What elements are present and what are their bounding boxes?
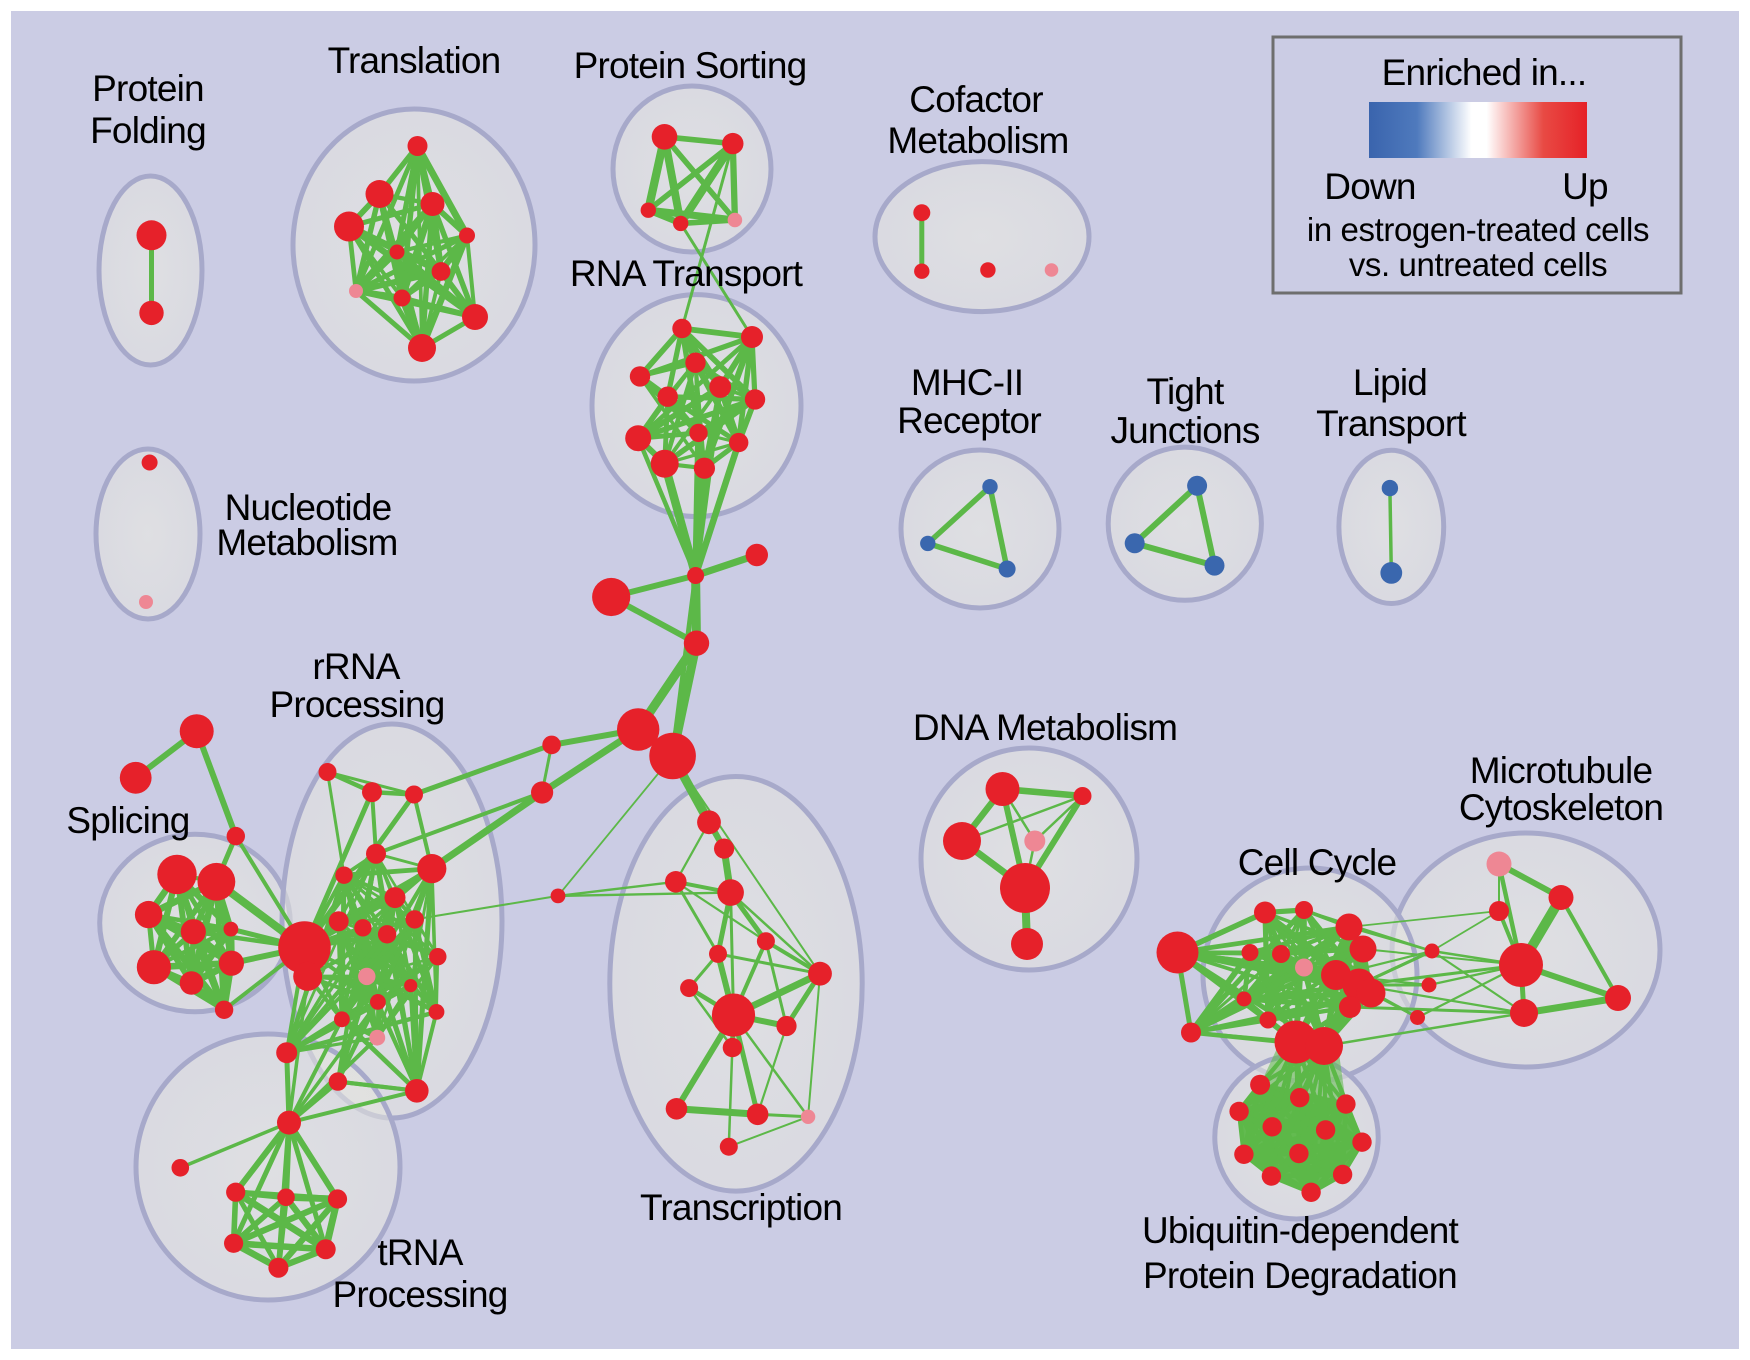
svg-text:Cytoskeleton: Cytoskeleton (1459, 787, 1663, 828)
svg-text:Processing: Processing (332, 1274, 507, 1315)
svg-text:Translation: Translation (328, 40, 501, 81)
svg-text:MHC-II: MHC-II (911, 362, 1023, 403)
svg-text:Cell Cycle: Cell Cycle (1238, 842, 1397, 883)
svg-text:Metabolism: Metabolism (216, 522, 397, 563)
svg-text:Folding: Folding (90, 110, 206, 151)
svg-text:Transport: Transport (1316, 403, 1467, 444)
svg-text:Transcription: Transcription (640, 1187, 842, 1228)
svg-text:in estrogen-treated cells: in estrogen-treated cells (1307, 211, 1649, 248)
svg-text:Processing: Processing (269, 684, 444, 725)
svg-text:Metabolism: Metabolism (887, 120, 1068, 161)
svg-text:Protein Sorting: Protein Sorting (574, 45, 807, 86)
svg-text:Microtubule: Microtubule (1470, 750, 1652, 791)
svg-text:Cofactor: Cofactor (909, 79, 1043, 120)
svg-text:Ubiquitin-dependent: Ubiquitin-dependent (1142, 1210, 1460, 1251)
svg-text:rRNA: rRNA (312, 646, 400, 687)
svg-text:Tight: Tight (1147, 371, 1225, 412)
svg-text:tRNA: tRNA (377, 1232, 463, 1273)
svg-text:Protein: Protein (92, 68, 204, 109)
svg-text:Junctions: Junctions (1110, 410, 1259, 451)
svg-text:vs. untreated cells: vs. untreated cells (1349, 246, 1607, 283)
svg-text:Down: Down (1324, 166, 1415, 207)
svg-text:Splicing: Splicing (66, 800, 189, 841)
svg-text:Nucleotide: Nucleotide (225, 487, 392, 528)
svg-text:RNA Transport: RNA Transport (570, 253, 804, 294)
svg-text:Up: Up (1562, 166, 1608, 207)
svg-text:Enriched in...: Enriched in... (1382, 52, 1587, 93)
svg-text:Protein Degradation: Protein Degradation (1143, 1255, 1457, 1296)
svg-text:DNA Metabolism: DNA Metabolism (913, 707, 1177, 748)
svg-text:Lipid: Lipid (1353, 362, 1427, 403)
svg-text:Receptor: Receptor (897, 400, 1041, 441)
